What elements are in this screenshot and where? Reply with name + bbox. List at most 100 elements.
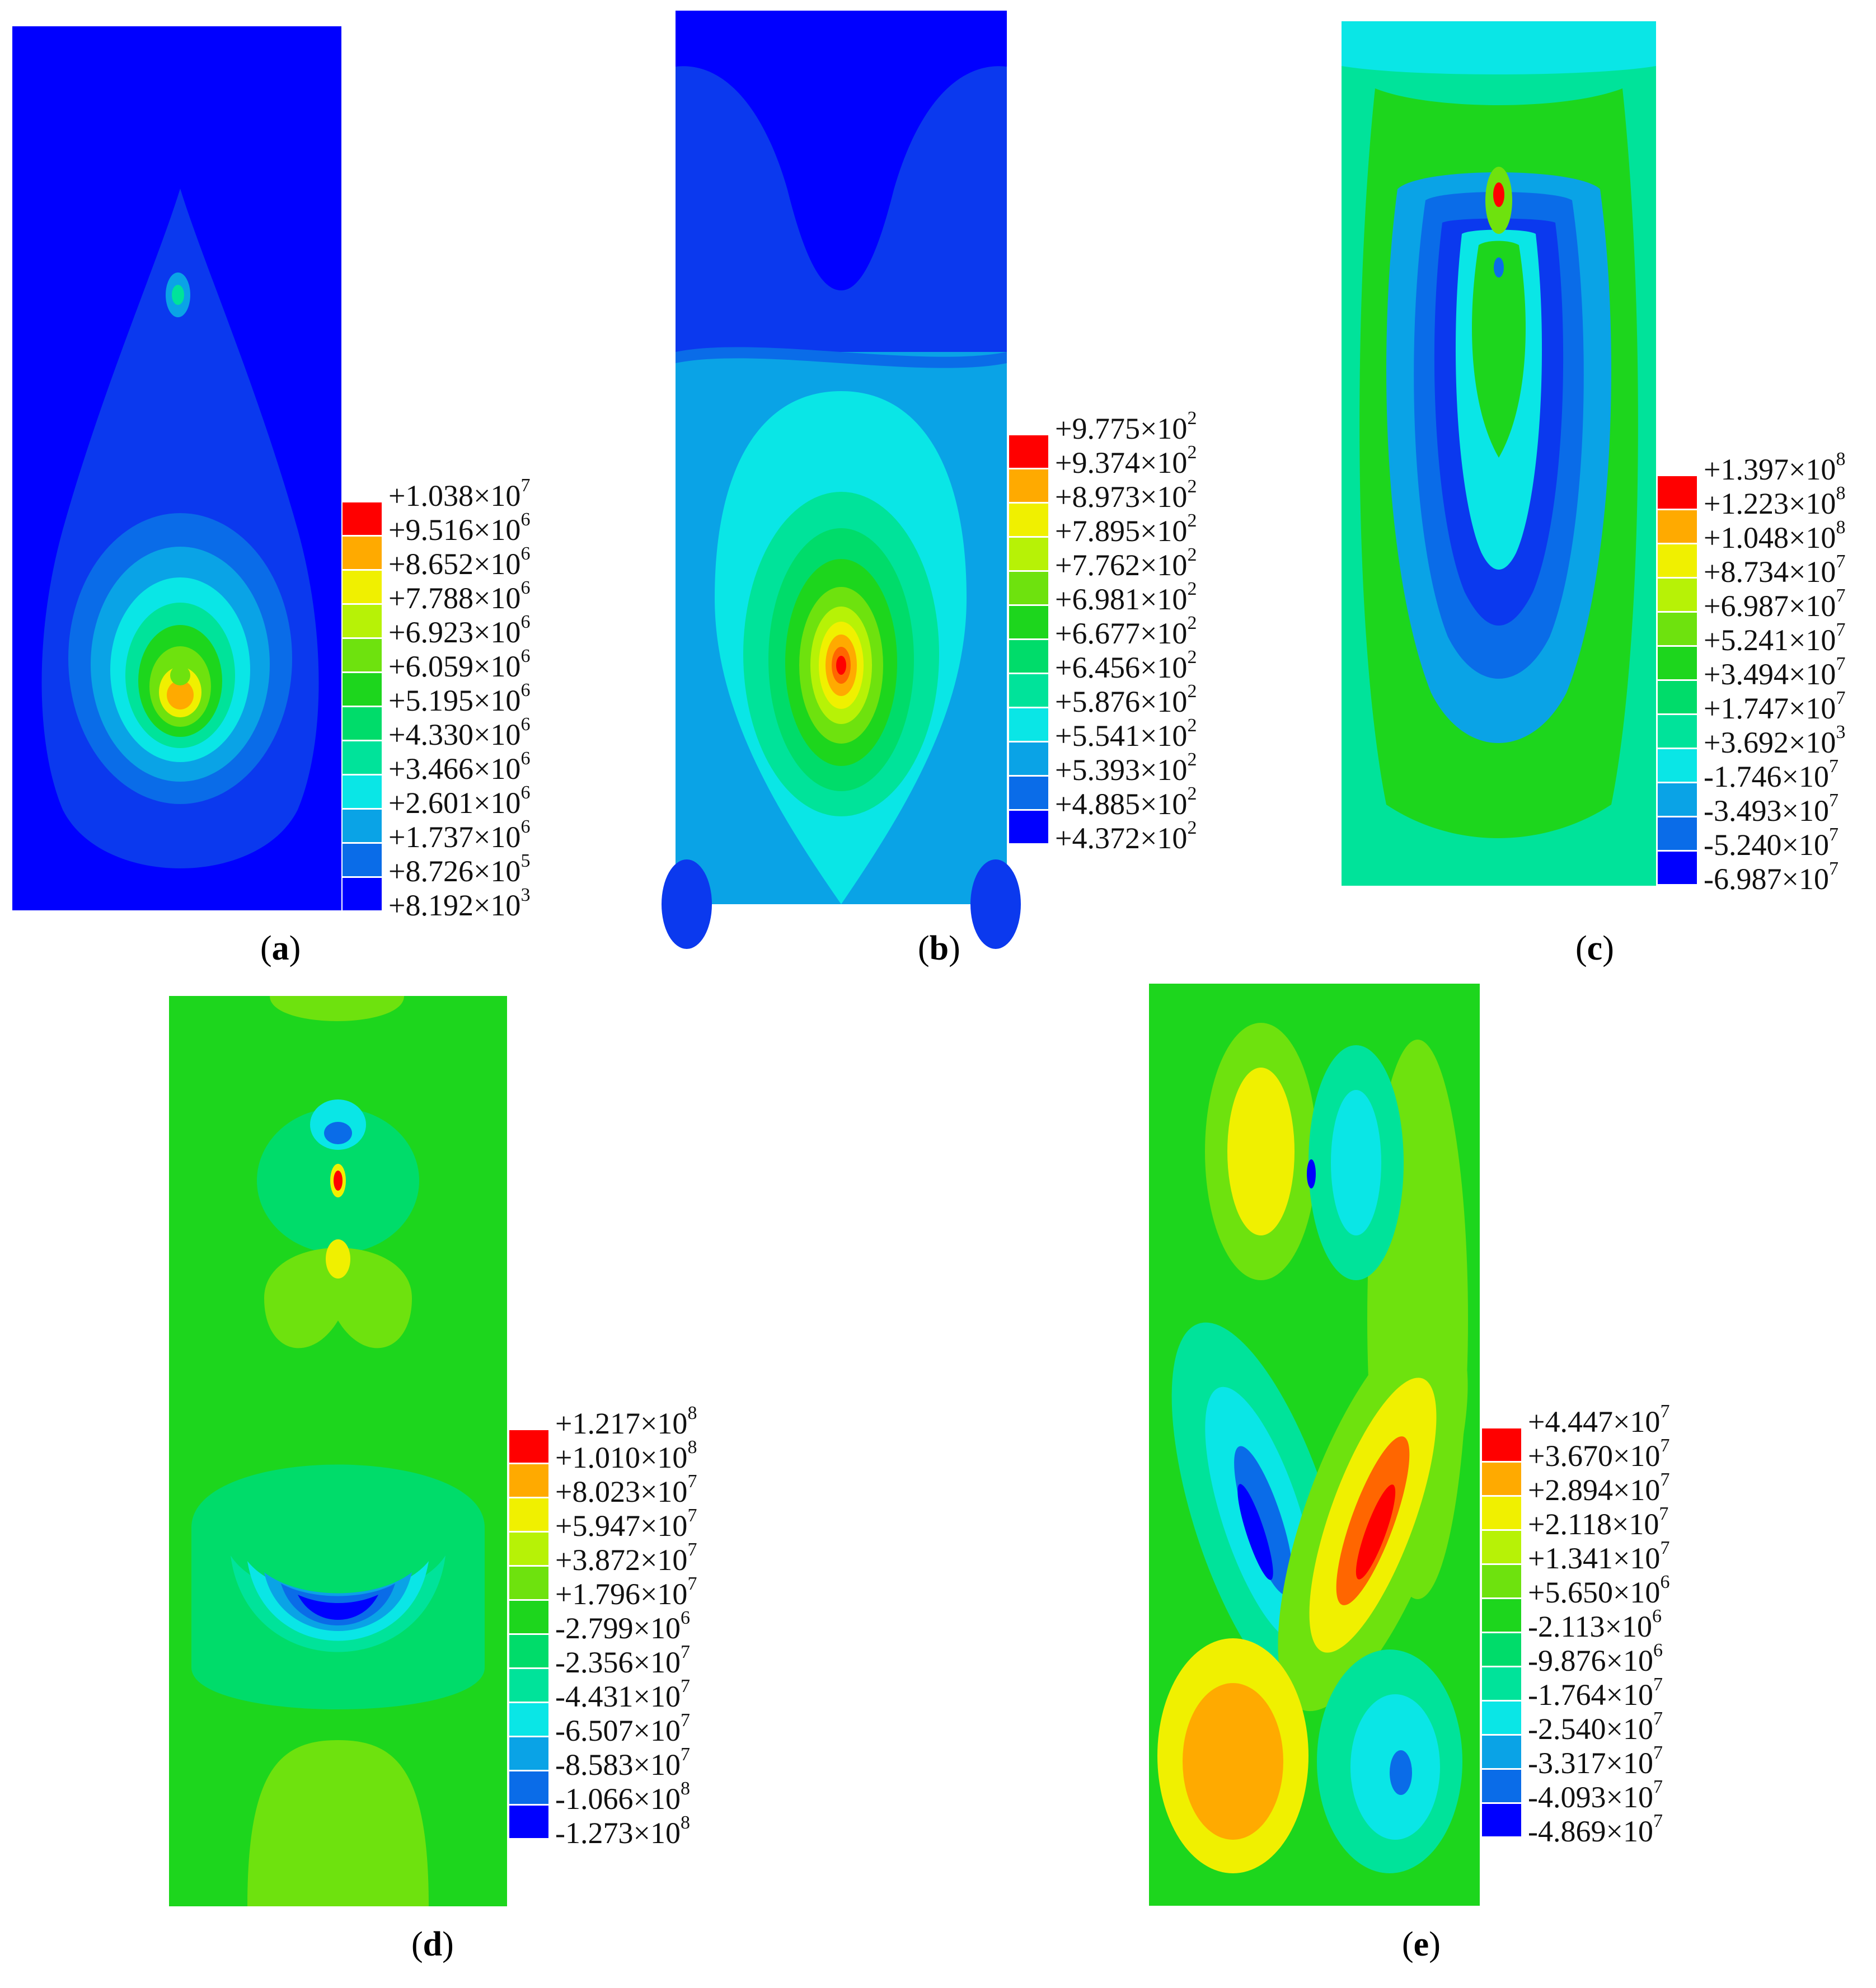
legend-label-exponent: 7	[1660, 1538, 1670, 1558]
legend-label-exponent: 7	[680, 1642, 690, 1662]
legend-swatch	[1482, 1564, 1521, 1597]
legend-label-exponent: 3	[520, 885, 531, 905]
legend-label: +3.670×107	[1528, 1435, 1670, 1473]
legend-label: +6.987×107	[1704, 585, 1846, 623]
legend-label-mantissa: +8.734	[1704, 555, 1789, 589]
contour-plot-a	[12, 26, 341, 910]
legend-swatch	[1009, 708, 1048, 741]
legend-label: -5.240×107	[1704, 824, 1839, 862]
legend-label-mantissa: +9.374	[1055, 446, 1140, 480]
legend-label-mantissa: +6.677	[1055, 617, 1140, 650]
legend-label-exponent: 7	[520, 475, 531, 496]
legend-label: +1.048×108	[1704, 517, 1846, 554]
contour-plot-d	[169, 996, 507, 1906]
legend-label-exponent: 2	[1187, 442, 1197, 463]
legend-label-mantissa: -1.764	[1528, 1678, 1606, 1712]
legend-label-exponent: 7	[1828, 824, 1839, 845]
legend-label: +4.447×107	[1528, 1401, 1670, 1439]
legend-label-mantissa: +7.895	[1055, 514, 1140, 548]
legend-label-exponent: 7	[1653, 1708, 1663, 1729]
legend-label-exponent: 3	[1836, 722, 1846, 742]
caption-a: (a)	[260, 929, 301, 967]
legend-label: -3.493×107	[1704, 790, 1839, 828]
legend-label-exponent: 7	[1660, 1469, 1670, 1490]
legend-swatch	[1658, 749, 1697, 782]
legend-swatch	[343, 604, 382, 637]
legend-label-exponent: 7	[687, 1505, 697, 1526]
legend-swatch	[509, 1805, 548, 1838]
legend-label: +5.393×102	[1055, 749, 1197, 787]
legend-label-mantissa: +1.397	[1704, 453, 1789, 486]
legend-label: +9.516×106	[388, 509, 531, 547]
legend-label: +4.330×106	[388, 714, 531, 751]
legend-label-mantissa: -6.507	[555, 1714, 634, 1747]
legend-label-exponent: 7	[687, 1573, 697, 1594]
legend-label-exponent: 6	[520, 816, 531, 837]
legend-swatch	[509, 1566, 548, 1599]
legend-label-exponent: 7	[1836, 619, 1846, 640]
legend-label-mantissa: -9.876	[1528, 1644, 1606, 1677]
legend-label-exponent: 2	[1187, 715, 1197, 736]
legend-label: +8.652×106	[388, 543, 531, 581]
legend-label-exponent: 7	[1836, 654, 1846, 674]
legend-swatch	[509, 1532, 548, 1565]
legend-swatch	[1009, 776, 1048, 809]
legend-swatch	[343, 673, 382, 706]
legend-label: +1.010×108	[555, 1437, 697, 1474]
legend-label-mantissa: -8.583	[555, 1748, 634, 1782]
legend-label: +1.737×106	[388, 816, 531, 854]
legend-swatch	[509, 1737, 548, 1770]
legend-swatch	[343, 707, 382, 740]
legend-label-exponent: 2	[1187, 476, 1197, 497]
legend-label-exponent: 6	[680, 1608, 690, 1628]
legend-swatch	[1009, 435, 1048, 468]
legend-label-mantissa: +8.726	[388, 854, 473, 888]
legend-label: +1.038×107	[388, 475, 531, 513]
legend-label: +8.023×107	[555, 1471, 697, 1508]
legend-swatch	[343, 877, 382, 910]
caption-b: (b)	[918, 929, 960, 967]
legend-label-exponent: 8	[1836, 483, 1846, 504]
legend-swatch	[1009, 537, 1048, 570]
legend-label-mantissa: +3.466	[388, 752, 473, 786]
legend-swatch	[343, 741, 382, 774]
legend-label-exponent: 7	[1828, 790, 1839, 811]
legend-label-exponent: 2	[1187, 408, 1197, 429]
legend-swatch	[509, 1464, 548, 1497]
legend-label-mantissa: -1.273	[555, 1816, 634, 1850]
legend-label: +5.876×102	[1055, 681, 1197, 718]
legend-label-mantissa: +5.947	[555, 1509, 640, 1543]
legend-label-mantissa: +4.885	[1055, 787, 1140, 821]
legend-label-exponent: 7	[1828, 858, 1839, 879]
legend-label-exponent: 2	[1187, 749, 1197, 770]
contour-plot-c	[1342, 21, 1656, 886]
legend-label: +3.494×107	[1704, 654, 1846, 691]
legend-label-exponent: 7	[1653, 1742, 1663, 1763]
contour-plot-e	[1149, 984, 1480, 1906]
legend-label-mantissa: +4.447	[1528, 1405, 1613, 1439]
legend-label-mantissa: +1.341	[1528, 1541, 1613, 1575]
legend-label-exponent: 7	[687, 1471, 697, 1492]
contour-plot-b	[662, 11, 1021, 949]
legend-label: +1.217×108	[555, 1403, 697, 1440]
legend-label-exponent: 6	[520, 612, 531, 632]
legend-label: -2.113×106	[1528, 1606, 1662, 1643]
legend-label-exponent: 7	[680, 1710, 690, 1731]
legend-label: -6.987×107	[1704, 858, 1839, 896]
legend-label-mantissa: +4.330	[388, 718, 473, 751]
legend-label-mantissa: +6.059	[388, 650, 473, 683]
legend-swatch	[1482, 1701, 1521, 1734]
legend-label-exponent: 2	[1187, 579, 1197, 599]
legend-label-mantissa: -4.431	[555, 1680, 634, 1713]
legend-label-mantissa: -2.356	[555, 1646, 634, 1679]
legend-swatch	[1482, 1769, 1521, 1802]
legend-swatch	[1009, 674, 1048, 707]
legend-label-exponent: 7	[1828, 756, 1839, 777]
legend-swatch	[1658, 578, 1697, 611]
legend-label-mantissa: +8.192	[388, 889, 473, 922]
legend-label: -4.093×107	[1528, 1776, 1663, 1814]
legend-label-exponent: 6	[520, 714, 531, 735]
legend-label: +8.973×102	[1055, 476, 1197, 514]
legend-label: +2.601×106	[388, 782, 531, 820]
legend-swatch	[1482, 1633, 1521, 1666]
